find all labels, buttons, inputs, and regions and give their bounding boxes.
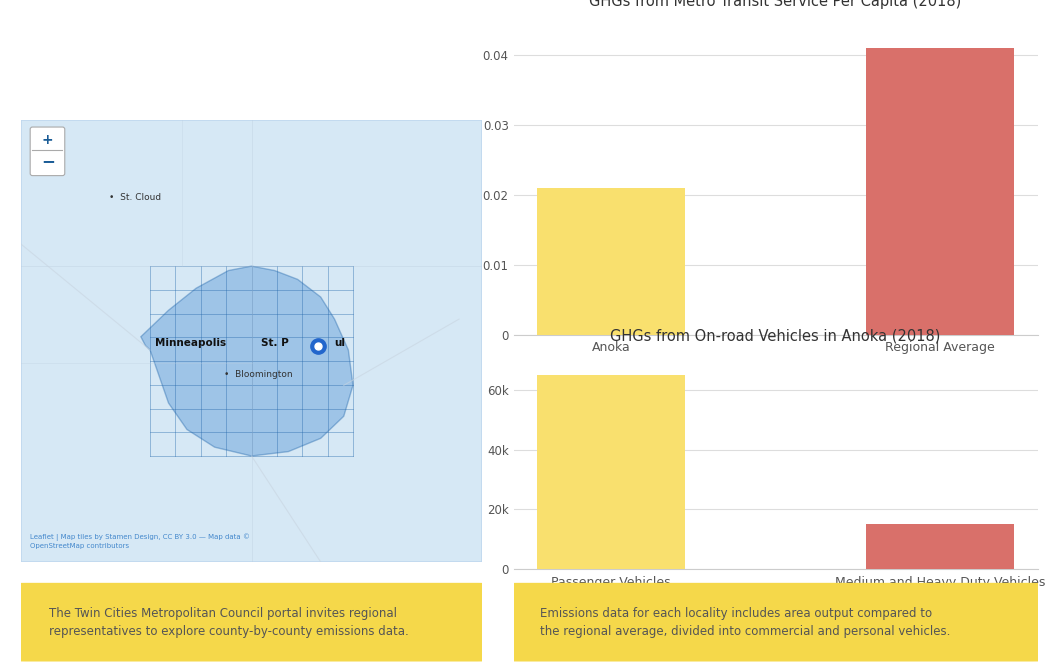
Title: GHGs from On-road Vehicles in Anoka (2018): GHGs from On-road Vehicles in Anoka (201…	[610, 328, 941, 344]
Title: GHGs from Metro Transit Service Per Capita (2018): GHGs from Metro Transit Service Per Capi…	[589, 0, 962, 9]
Text: Explore the Twin Cities
Greenhouse Gas Inventory: Explore the Twin Cities Greenhouse Gas I…	[117, 47, 386, 86]
Bar	[538, 375, 685, 569]
Polygon shape	[140, 266, 353, 456]
Text: Minneapolis: Minneapolis	[155, 338, 225, 348]
Text: •  Bloomington: • Bloomington	[224, 369, 292, 379]
Text: The Twin Cities Metropolitan Council portal invites regional
representatives to : The Twin Cities Metropolitan Council por…	[48, 607, 409, 638]
FancyBboxPatch shape	[21, 120, 482, 562]
FancyBboxPatch shape	[498, 583, 1048, 662]
Text: •  St. Cloud: • St. Cloud	[109, 193, 160, 202]
Bar	[866, 524, 1013, 569]
Text: ul: ul	[334, 338, 346, 348]
Text: Leaflet | Map tiles by Stamen Design, CC BY 3.0 — Map data ©
OpenStreetMap contr: Leaflet | Map tiles by Stamen Design, CC…	[30, 533, 250, 549]
Bar	[538, 188, 685, 334]
Text: −: −	[41, 152, 54, 170]
Text: Emissions data for each locality includes area output compared to
the regional a: Emissions data for each locality include…	[540, 607, 951, 638]
Text: St. P: St. P	[261, 338, 288, 348]
Text: +: +	[42, 133, 53, 147]
Bar	[866, 48, 1013, 334]
FancyBboxPatch shape	[30, 127, 65, 176]
FancyBboxPatch shape	[7, 583, 496, 662]
